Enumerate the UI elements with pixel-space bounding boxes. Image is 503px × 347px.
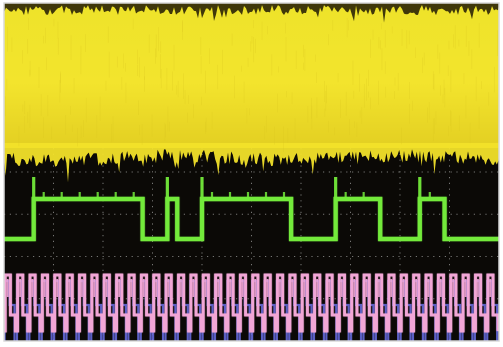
screen-area bbox=[4, 3, 499, 341]
channel2-step-path bbox=[4, 196, 499, 242]
channel1-band-body bbox=[4, 3, 499, 148]
channel1-top-edge bbox=[4, 3, 499, 23]
channel1-bottom-edge bbox=[4, 143, 499, 183]
channel3-pink-trace bbox=[4, 273, 499, 333]
channel3-pink-clock-trace bbox=[4, 273, 499, 341]
channel2-green-trace bbox=[4, 177, 499, 242]
channel1-yellow-trace bbox=[4, 3, 499, 183]
screen-border bbox=[3, 2, 500, 342]
